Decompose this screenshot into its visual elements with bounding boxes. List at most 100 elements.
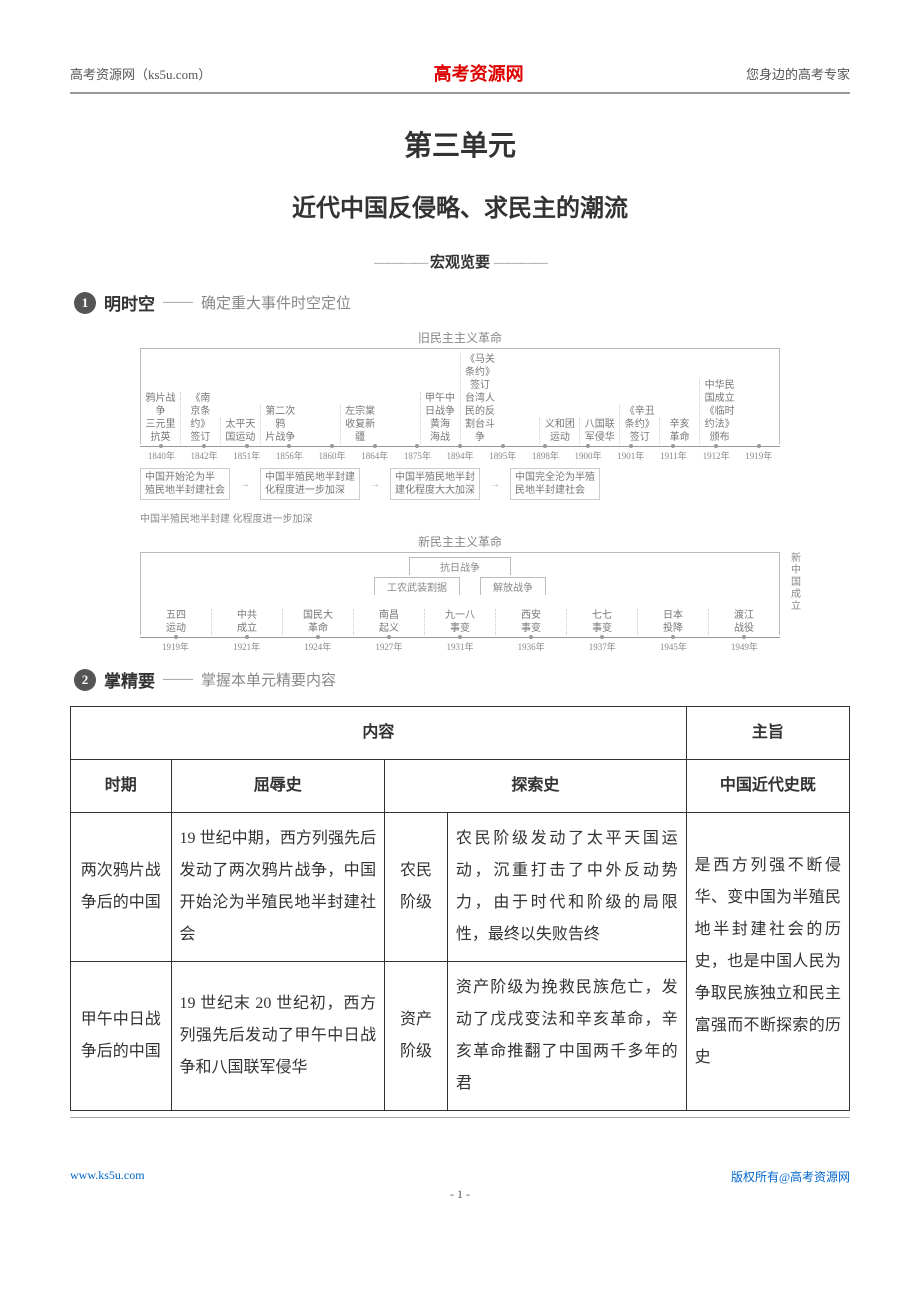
timeline-event: 义和团运动 — [539, 418, 579, 444]
timeline-year: 1945年 — [638, 638, 709, 653]
cell-explore-2: 资产阶级为挽救民族危亡，发动了戊戌变法和辛亥革命，辛亥革命推翻了中国两千多年的君 — [447, 962, 686, 1111]
timeline-year: 1851年 — [225, 447, 268, 462]
footer-divider — [70, 1117, 850, 1118]
timeline-year: 1949年 — [709, 638, 780, 653]
timeline-note: 中国半殖民地半封建化程度大大加深 — [390, 468, 480, 500]
document-page: 高考资源网（ks5u.com） 高考资源网 您身边的高考专家 第三单元 近代中国… — [0, 0, 920, 1242]
cell-theme: 是西方列强不断侵华、变中国为半殖民地半封建社会的历史，也是中国人民为争取民族独立… — [686, 813, 849, 1111]
timeline-year: 1875年 — [396, 447, 439, 462]
unit-subtitle: 近代中国反侵略、求民主的潮流 — [70, 188, 850, 223]
timeline1-heading: 旧民主主义革命 — [140, 329, 780, 346]
page-header: 高考资源网（ks5u.com） 高考资源网 您身边的高考专家 — [70, 60, 850, 94]
timeline-year: 1921年 — [211, 638, 282, 653]
cell-period-1: 两次鸦片战争后的中国 — [71, 813, 172, 962]
timeline-year: 1912年 — [695, 447, 738, 462]
arrow-icon: → — [370, 479, 380, 490]
th-period: 时期 — [71, 760, 172, 813]
timeline-event: 甲午中日战争黄海海战 — [420, 392, 460, 444]
section-1-title: 明时空 — [104, 290, 155, 315]
timeline-event: 九一八事变 — [424, 609, 495, 635]
section-1-badge: 1 — [74, 292, 96, 314]
timeline-year: 1856年 — [268, 447, 311, 462]
timeline1-box: 鸦片战争三元里抗英《南京条约》签订太平天国运动第二次鸦片战争 左宗棠收复新疆 甲午中… — [140, 348, 780, 444]
timeline-year: 1900年 — [567, 447, 610, 462]
macro-overview: ———— 宏观览要 ———— — [70, 251, 850, 272]
timeline2-axis: 1919年1921年1924年1927年1931年1936年1937年1945年… — [140, 637, 780, 653]
timeline-old-democracy: 旧民主主义革命 鸦片战争三元里抗英《南京条约》签订太平天国运动第二次鸦片战争 左宗… — [140, 329, 780, 525]
timeline-year: 1864年 — [353, 447, 396, 462]
timeline-year: 1936年 — [496, 638, 567, 653]
timeline-event: 七七事变 — [566, 609, 637, 635]
timeline-year: 1919年 — [140, 638, 211, 653]
timeline-year: 1911年 — [652, 447, 695, 462]
timeline-event: 八国联军侵华 — [579, 418, 619, 444]
timeline-note: 中国半殖民地半封建化程度进一步加深 — [260, 468, 360, 500]
section-2-title: 掌精要 — [104, 667, 155, 692]
th-explore: 探索史 — [385, 760, 687, 813]
timeline2-box: 抗日战争 工农武装割据 解放战争 五四运动中共成立国民大革命南昌起义九一八事变西… — [140, 552, 780, 635]
timeline-event: 中华民国成立《临时约法》颁布 — [699, 379, 739, 444]
timeline1-events: 鸦片战争三元里抗英《南京条约》签订太平天国运动第二次鸦片战争 左宗棠收复新疆 甲午中… — [141, 353, 779, 444]
timeline2-right-label: 新 中 国 成 立 — [791, 553, 803, 613]
dash-right: ———— — [494, 255, 546, 271]
arrow-icon: → — [490, 479, 500, 490]
dash-left: ———— — [374, 255, 426, 271]
macro-label: 宏观览要 — [430, 254, 490, 271]
cell-class-1: 农民阶级 — [385, 813, 448, 962]
timeline-year: 1931年 — [424, 638, 495, 653]
timeline-year: 1895年 — [481, 447, 524, 462]
section-1-sub: 确定重大事件时空定位 — [201, 292, 351, 313]
header-right: 您身边的高考专家 — [746, 64, 850, 83]
cell-humil-1: 19 世纪中期，西方列强先后发动了两次鸦片战争，中国开始沦为半殖民地半封建社会 — [171, 813, 385, 962]
timeline-event: 辛亥革命 — [659, 418, 699, 444]
th-humil: 屈辱史 — [171, 760, 385, 813]
timeline-event: 南昌起义 — [353, 609, 424, 635]
bracket-armed: 工农武装割据 — [374, 577, 460, 595]
timeline-year: 1898年 — [524, 447, 567, 462]
timeline-event: 渡江战役 — [708, 609, 779, 635]
footer-right: 版权所有@高考资源网 — [731, 1168, 850, 1185]
timeline-new-democracy: 新民主主义革命 抗日战争 工农武装割据 解放战争 五四运动中共成立国民大革命南昌… — [140, 533, 780, 653]
bracket-liberation: 解放战争 — [480, 577, 546, 595]
timeline-note: 中国完全沦为半殖民地半封建社会 — [510, 468, 600, 500]
section-2-head: 2 掌精要 —— 掌握本单元精要内容 — [74, 667, 850, 692]
cell-humil-2: 19 世纪末 20 世纪初，西方列强先后发动了甲午中日战争和八国联军侵华 — [171, 962, 385, 1111]
th-content: 内容 — [71, 707, 687, 760]
timeline-event: 左宗棠收复新疆 — [340, 405, 380, 444]
timeline-year: 1924年 — [282, 638, 353, 653]
th-theme-top: 中国近代史既 — [686, 760, 849, 813]
timeline2-events: 五四运动中共成立国民大革命南昌起义九一八事变西安事变七七事变日本投降渡江战役 — [141, 595, 779, 635]
section-2-badge: 2 — [74, 669, 96, 691]
timeline1-extra: 中国半殖民地半封建 化程度进一步加深 — [140, 510, 780, 525]
bracket-anti-japan: 抗日战争 — [409, 557, 511, 575]
th-theme: 主旨 — [686, 707, 849, 760]
section-2-dash: —— — [163, 671, 193, 688]
timeline2-heading: 新民主主义革命 — [140, 533, 780, 550]
timeline-year: 1937年 — [567, 638, 638, 653]
timeline-event: 《辛丑条约》签订 — [619, 405, 659, 444]
timeline-note: 中国开始沦为半殖民地半封建社会 — [140, 468, 230, 500]
timeline1-axis: 1840年1842年1851年1856年1860年1864年1875年1894年… — [140, 446, 780, 462]
timeline-event: 太平天国运动 — [220, 418, 260, 444]
timeline-event: 鸦片战争三元里抗英 — [141, 392, 180, 444]
timeline-year: 1894年 — [439, 447, 482, 462]
unit-title: 第三单元 — [70, 124, 850, 164]
timeline-event: 日本投降 — [637, 609, 708, 635]
section-1-dash: —— — [163, 294, 193, 311]
timeline-event: 国民大革命 — [282, 609, 353, 635]
timeline-year: 1919年 — [737, 447, 780, 462]
header-left: 高考资源网（ks5u.com） — [70, 64, 211, 83]
table-header-row-2: 时期 屈辱史 探索史 中国近代史既 — [71, 760, 850, 813]
timeline-event: 中共成立 — [211, 609, 282, 635]
cell-period-2: 甲午中日战争后的中国 — [71, 962, 172, 1111]
footer-left: www.ks5u.com — [70, 1168, 145, 1185]
timeline1-notes: 中国开始沦为半殖民地半封建社会 → 中国半殖民地半封建化程度进一步加深 → 中国半殖民地… — [140, 468, 780, 500]
footer-page-num: - 1 - — [70, 1187, 850, 1202]
page-footer: www.ks5u.com 版权所有@高考资源网 — [70, 1168, 850, 1185]
cell-class-2: 资产阶级 — [385, 962, 448, 1111]
timeline-event: 第二次鸦片战争 — [260, 405, 300, 444]
timeline-event: 《南京条约》签订 — [180, 392, 220, 444]
timeline-year: 1860年 — [311, 447, 354, 462]
timeline-year: 1842年 — [183, 447, 226, 462]
section-1-head: 1 明时空 —— 确定重大事件时空定位 — [74, 290, 850, 315]
